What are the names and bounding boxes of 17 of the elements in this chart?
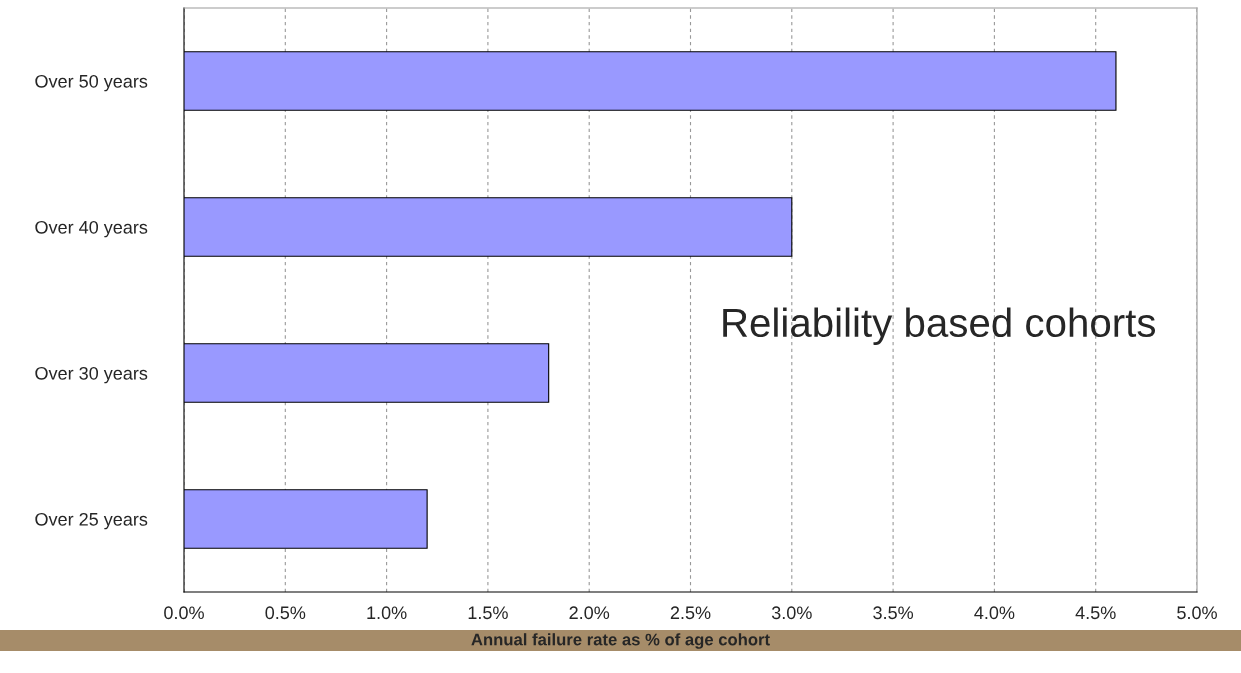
x-tick-label: 4.0%	[974, 606, 1015, 620]
x-tick-label: 3.5%	[873, 606, 914, 620]
annotation: Reliability based cohorts	[723, 307, 1156, 346]
x-tick-label: 5.0%	[1177, 606, 1217, 620]
y-tick-label: Over 50 years	[35, 74, 148, 92]
x-tick-label: 1.0%	[367, 606, 407, 620]
x-tick-label: 3.0%	[771, 606, 812, 620]
x-tick-label: 0.5%	[265, 606, 306, 620]
x-tick-label: 2.0%	[569, 606, 610, 620]
x-tick-label: 1.5%	[468, 606, 508, 620]
x-tick-label: 2.5%	[670, 606, 711, 620]
x-axis-title: Annual failure rate as % of age cohort	[471, 633, 770, 649]
x-tick-label: 0.0%	[164, 606, 204, 620]
y-tick-label: Over 40 years	[35, 220, 148, 238]
y-tick-label: Over 30 years	[35, 366, 148, 384]
x-tick-label: 4.5%	[1075, 606, 1116, 620]
y-tick-label: Over 25 years	[35, 512, 148, 530]
